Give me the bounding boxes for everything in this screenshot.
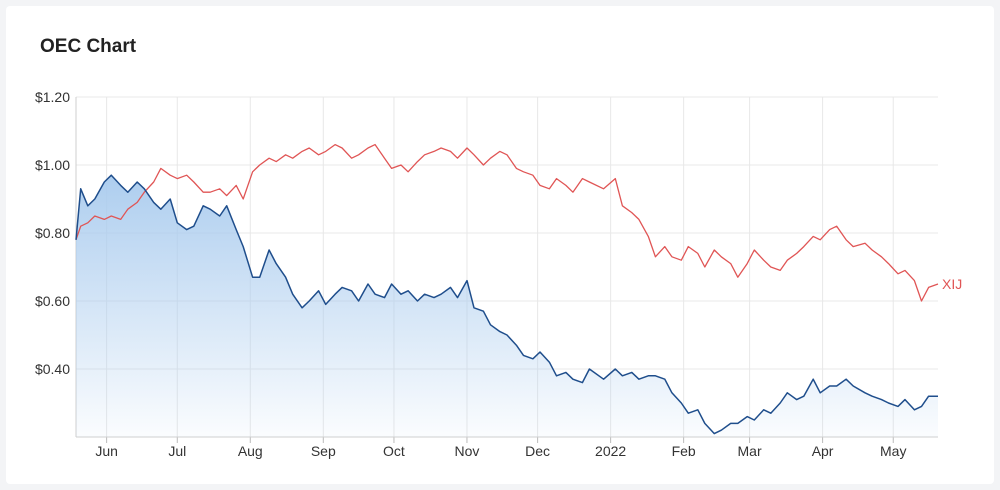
y-axis: $1.20 $1.00 $0.80 $0.60 $0.40 xyxy=(35,89,77,437)
x-tick-label: Apr xyxy=(812,443,834,459)
x-tick-label: Mar xyxy=(738,443,762,459)
x-tick-label: Sep xyxy=(311,443,336,459)
y-tick-label: $0.60 xyxy=(35,293,70,309)
x-tick-label: Dec xyxy=(525,443,550,459)
y-tick-label: $1.00 xyxy=(35,157,70,173)
x-tick-label: Jun xyxy=(95,443,118,459)
xij-line xyxy=(75,143,939,302)
y-tick-label: $0.40 xyxy=(35,361,70,377)
chart-title: OEC Chart xyxy=(40,36,137,57)
x-tick-label: Nov xyxy=(455,443,480,459)
y-tick-label: $0.80 xyxy=(35,225,70,241)
x-axis: Jun Jul Aug Sep Oct Nov Dec 2022 Feb Mar Apr May xyxy=(76,436,938,459)
x-tick-label: Jul xyxy=(168,443,186,459)
series-layer: XIJ xyxy=(75,143,962,437)
x-tick-label: 2022 xyxy=(595,443,626,459)
x-tick-label: Oct xyxy=(383,443,405,459)
y-tick-label: $1.20 xyxy=(35,89,70,105)
xij-series-label: XIJ xyxy=(942,276,962,292)
x-tick-label: Feb xyxy=(672,443,696,459)
oec-area xyxy=(76,175,938,437)
oec-line xyxy=(75,174,938,435)
x-tick-label: May xyxy=(880,443,906,459)
x-tick-label: Aug xyxy=(238,443,263,459)
